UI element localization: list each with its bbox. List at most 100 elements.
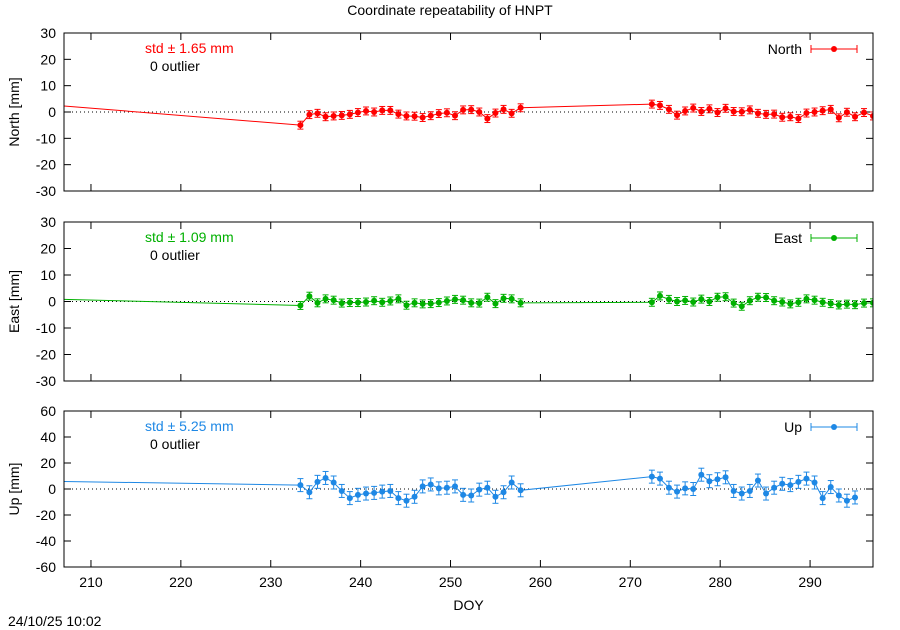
- data-point: [706, 105, 713, 112]
- data-point: [484, 294, 491, 301]
- data-point: [861, 109, 868, 116]
- legend-marker: [831, 46, 837, 52]
- series-north: [64, 99, 873, 130]
- data-point: [484, 115, 491, 122]
- data-point: [787, 113, 794, 120]
- data-point: [338, 300, 345, 307]
- data-point: [870, 112, 873, 119]
- y-tick-label: 20: [40, 241, 56, 257]
- y-tick-label: 30: [40, 25, 56, 41]
- data-point: [771, 297, 778, 304]
- data-point: [852, 301, 859, 308]
- data-point: [500, 106, 507, 113]
- data-point: [665, 484, 672, 491]
- data-point: [379, 488, 386, 495]
- data-point: [722, 293, 729, 300]
- legend-label: East: [774, 230, 802, 246]
- y-tick-label: 0: [48, 104, 56, 120]
- data-point: [346, 111, 353, 118]
- panel-north: -30 -20 -10 0 10 20 30 North [mm] std ± 1.65 mm 0…: [6, 25, 874, 199]
- data-point: [476, 486, 483, 493]
- data-point: [714, 109, 721, 116]
- std-annotation: std ± 1.65 mm: [145, 40, 234, 56]
- chart-title: Coordinate repeatability of HNPT: [347, 2, 553, 18]
- plot-frame: [63, 221, 874, 382]
- y-tick-label: 30: [40, 214, 56, 230]
- data-point: [492, 300, 499, 307]
- data-point: [779, 114, 786, 121]
- data-point: [427, 300, 434, 307]
- data-point: [411, 113, 418, 120]
- data-point: [371, 297, 378, 304]
- data-point: [371, 489, 378, 496]
- data-point: [411, 493, 418, 500]
- x-tick-label: 260: [529, 574, 553, 590]
- data-point: [843, 109, 850, 116]
- data-point: [322, 474, 329, 481]
- data-point: [443, 484, 450, 491]
- data-point: [468, 106, 475, 113]
- y-tick-label: -20: [36, 507, 56, 523]
- data-point: [754, 477, 761, 484]
- data-point: [819, 299, 826, 306]
- data-point: [795, 299, 802, 306]
- data-point: [354, 109, 361, 116]
- x-tick-label: 210: [79, 574, 103, 590]
- data-point: [387, 297, 394, 304]
- data-point: [738, 108, 745, 115]
- outlier-annotation: 0 outlier: [150, 247, 200, 263]
- y-tick-label: -30: [36, 183, 56, 199]
- data-point: [492, 110, 499, 117]
- data-point: [746, 297, 753, 304]
- data-point: [835, 114, 842, 121]
- y-axis-label: North [mm]: [6, 77, 22, 146]
- data-point: [682, 107, 689, 114]
- data-point: [492, 493, 499, 500]
- data-point: [517, 487, 524, 494]
- data-point: [403, 497, 410, 504]
- data-point: [371, 109, 378, 115]
- data-point: [379, 299, 386, 306]
- series-east: [64, 291, 873, 311]
- y-tick-label: -60: [36, 559, 56, 575]
- data-point: [297, 122, 304, 129]
- data-point: [754, 110, 761, 117]
- y-tick-label: 0: [48, 294, 56, 310]
- data-point: [484, 484, 491, 491]
- y-tick-label: 60: [40, 403, 56, 419]
- data-point: [419, 114, 426, 121]
- data-point: [706, 298, 713, 305]
- y-axis-label: Up [mm]: [6, 463, 22, 516]
- data-point: [819, 495, 826, 502]
- data-point: [508, 110, 515, 117]
- data-point: [363, 107, 370, 114]
- data-point: [763, 111, 770, 118]
- data-point: [403, 112, 410, 119]
- data-point: [811, 109, 818, 115]
- data-point: [363, 490, 370, 497]
- data-point: [803, 110, 810, 117]
- data-point: [665, 296, 672, 303]
- x-tick-label: 270: [619, 574, 643, 590]
- legend-label: North: [768, 41, 802, 57]
- data-point: [363, 299, 370, 306]
- outlier-annotation: 0 outlier: [150, 58, 200, 74]
- data-point: [843, 497, 850, 504]
- data-point: [330, 112, 337, 119]
- data-point: [698, 296, 705, 303]
- data-point: [861, 300, 868, 307]
- data-point: [419, 483, 426, 490]
- data-point: [468, 299, 475, 306]
- data-point: [870, 299, 873, 306]
- data-point: [722, 474, 729, 481]
- x-tick-label: 290: [798, 574, 822, 590]
- y-tick-label: -20: [36, 347, 56, 363]
- data-point: [435, 485, 442, 492]
- panel-up: -60 -40 -20 0 20 40 60 210 220 230 240 250 260 270 280…: [6, 403, 874, 613]
- data-point: [714, 476, 721, 483]
- data-point: [722, 105, 729, 112]
- series-line: [64, 473, 856, 502]
- data-point: [314, 299, 321, 306]
- y-tick-label: -10: [36, 130, 56, 146]
